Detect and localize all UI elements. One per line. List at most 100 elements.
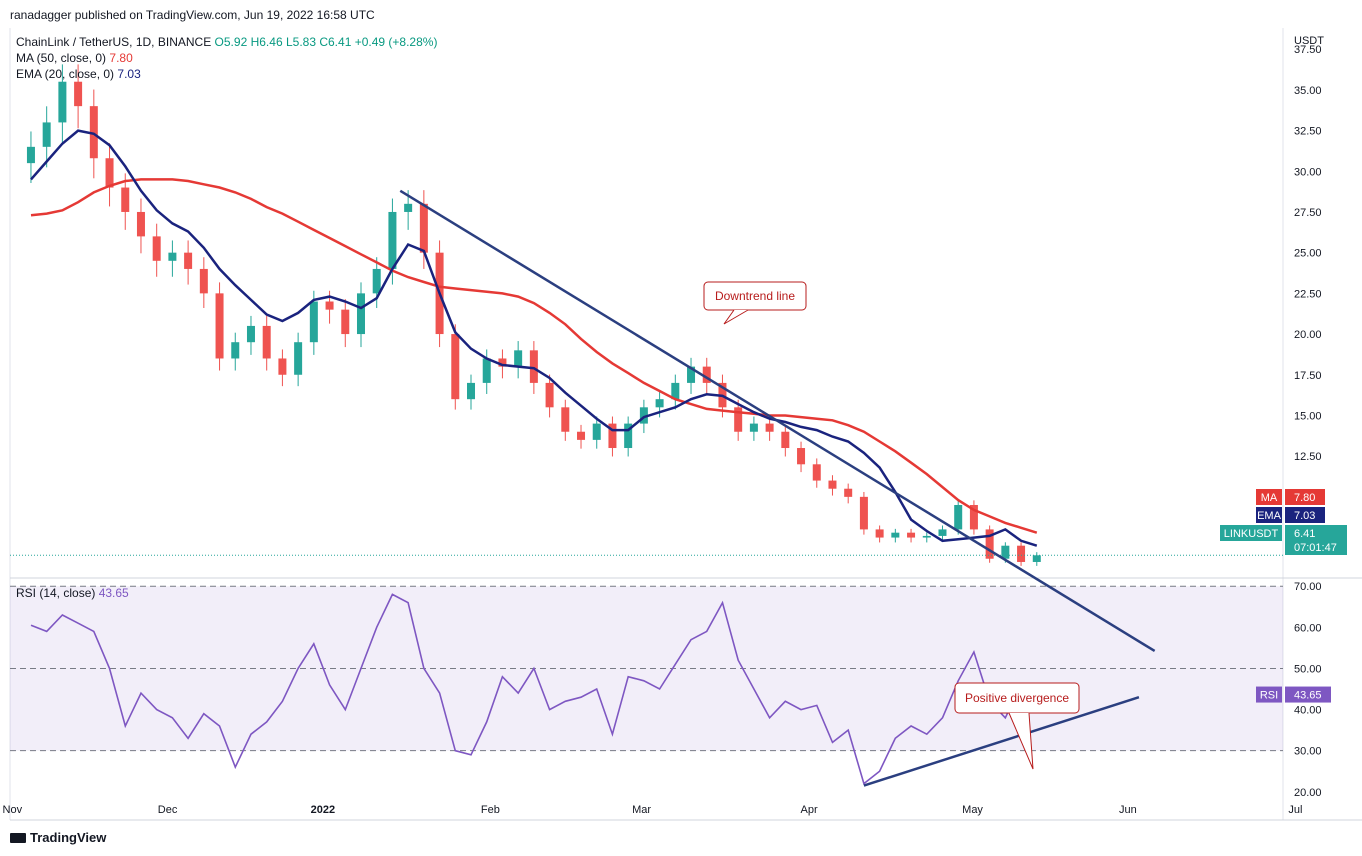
candle xyxy=(969,500,978,535)
rsi-tick-label: 20.00 xyxy=(1294,787,1322,799)
price-tag[interactable]: LINKUSDT 6.41 07:01:47 xyxy=(1220,525,1347,555)
candle xyxy=(278,349,287,387)
candle-body xyxy=(671,382,680,400)
candle-body xyxy=(309,301,318,343)
price-tag-value-bg xyxy=(1285,489,1325,505)
candle-body xyxy=(749,423,758,432)
candle xyxy=(42,106,51,168)
candle-body xyxy=(419,203,428,253)
price-tick-label: 25.00 xyxy=(1294,248,1322,260)
candle xyxy=(671,374,680,410)
rsi-tick-label: 50.00 xyxy=(1294,663,1322,675)
candle xyxy=(215,282,224,371)
candle xyxy=(419,190,428,269)
candle xyxy=(781,424,790,457)
high-value: H6.46 xyxy=(250,35,283,49)
candle xyxy=(891,528,900,543)
downtrend-line[interactable] xyxy=(399,189,1156,653)
candle xyxy=(514,341,523,379)
candle-body xyxy=(356,293,365,335)
price-tag-value-bg xyxy=(1285,525,1347,555)
time-tick-label: Apr xyxy=(801,804,818,816)
downtrend-callout-box xyxy=(703,281,807,311)
candle-body xyxy=(529,350,538,383)
rsi-tick-label: 60.00 xyxy=(1294,622,1322,634)
time-tick-label: Mar xyxy=(632,804,651,816)
candle xyxy=(797,441,806,473)
symbol-label: ChainLink / TetherUS, 1D, BINANCE xyxy=(16,35,212,49)
ma-line[interactable] xyxy=(30,178,1038,534)
candle-body xyxy=(577,431,586,440)
candle-body xyxy=(498,358,507,367)
rsi-price-tag[interactable]: RSI 43.65 xyxy=(1256,686,1331,703)
candle-body xyxy=(136,211,145,237)
ma-legend-row[interactable]: MA (50, close, 0) 7.80 xyxy=(16,50,437,66)
candle-body xyxy=(608,423,617,449)
candle-body xyxy=(42,122,51,147)
candle xyxy=(1017,542,1026,566)
candle xyxy=(812,458,821,488)
price-tick-label: 12.50 xyxy=(1294,451,1322,463)
tradingview-logo-icon xyxy=(10,833,26,843)
price-tag-value: 7.80 xyxy=(1294,492,1315,504)
candle xyxy=(985,525,994,563)
candle-body xyxy=(985,529,994,559)
candle-body xyxy=(561,407,570,432)
rsi-tag-label: RSI xyxy=(1260,690,1278,702)
candle xyxy=(294,332,303,387)
candle xyxy=(246,315,255,355)
candle-body xyxy=(325,301,334,310)
rsi-line[interactable] xyxy=(30,593,1038,785)
rsi-legend[interactable]: RSI (14, close) 43.65 xyxy=(16,586,129,600)
downtrend-callout-text: Downtrend line xyxy=(715,289,795,303)
open-value: O5.92 xyxy=(214,35,248,49)
candle xyxy=(199,257,208,309)
ema-line[interactable] xyxy=(30,129,1038,547)
candle-body xyxy=(388,211,397,269)
candle xyxy=(231,332,240,371)
candle xyxy=(765,416,774,441)
candle xyxy=(702,357,711,394)
candle xyxy=(828,475,837,496)
candle xyxy=(74,64,83,129)
rsi-tag-value-bg xyxy=(1285,686,1331,703)
time-tick-label: Dec xyxy=(158,804,178,816)
ema-legend-row[interactable]: EMA (20, close, 0) 7.03 xyxy=(16,66,437,82)
candle-body xyxy=(152,236,161,261)
candle-body xyxy=(404,203,413,212)
low-value: L5.83 xyxy=(285,35,316,49)
price-tick-label: 35.00 xyxy=(1294,85,1322,97)
candle-body xyxy=(812,464,821,481)
close-value: C6.41 xyxy=(319,35,352,49)
candle-body xyxy=(74,81,83,107)
tradingview-logo[interactable]: TradingView xyxy=(10,830,106,845)
candle-body xyxy=(655,399,664,408)
divergence-callout-text: Positive divergence xyxy=(965,691,1069,705)
price-tick-label: 15.00 xyxy=(1294,410,1322,422)
candle-body xyxy=(797,448,806,465)
rsi-trend-line[interactable] xyxy=(863,696,1140,787)
rsi-tag-label-bg xyxy=(1256,686,1282,703)
price-tag[interactable]: MA 7.80 xyxy=(1256,489,1325,505)
candle-body xyxy=(545,382,554,408)
candle xyxy=(58,64,67,144)
ema-legend-label: EMA (20, close, 0) xyxy=(16,67,115,81)
price-tag-label-bg xyxy=(1256,489,1282,505)
candle xyxy=(577,424,586,449)
candle-body xyxy=(765,423,774,432)
divergence-callout[interactable]: Positive divergence xyxy=(954,682,1080,770)
downtrend-callout[interactable]: Downtrend line xyxy=(703,281,807,325)
candle xyxy=(121,173,130,230)
candle-body xyxy=(1017,545,1026,562)
candle-body xyxy=(828,480,837,489)
candle xyxy=(875,525,884,543)
candle-body xyxy=(215,293,224,359)
candle-body xyxy=(278,358,287,375)
published-by: ranadagger published on TradingView.com,… xyxy=(10,8,375,22)
candle xyxy=(451,324,460,410)
price-tag[interactable]: EMA 7.03 xyxy=(1256,507,1325,523)
divergence-callout-pointer xyxy=(1008,712,1034,770)
candle xyxy=(624,416,633,457)
candle-body xyxy=(592,423,601,440)
